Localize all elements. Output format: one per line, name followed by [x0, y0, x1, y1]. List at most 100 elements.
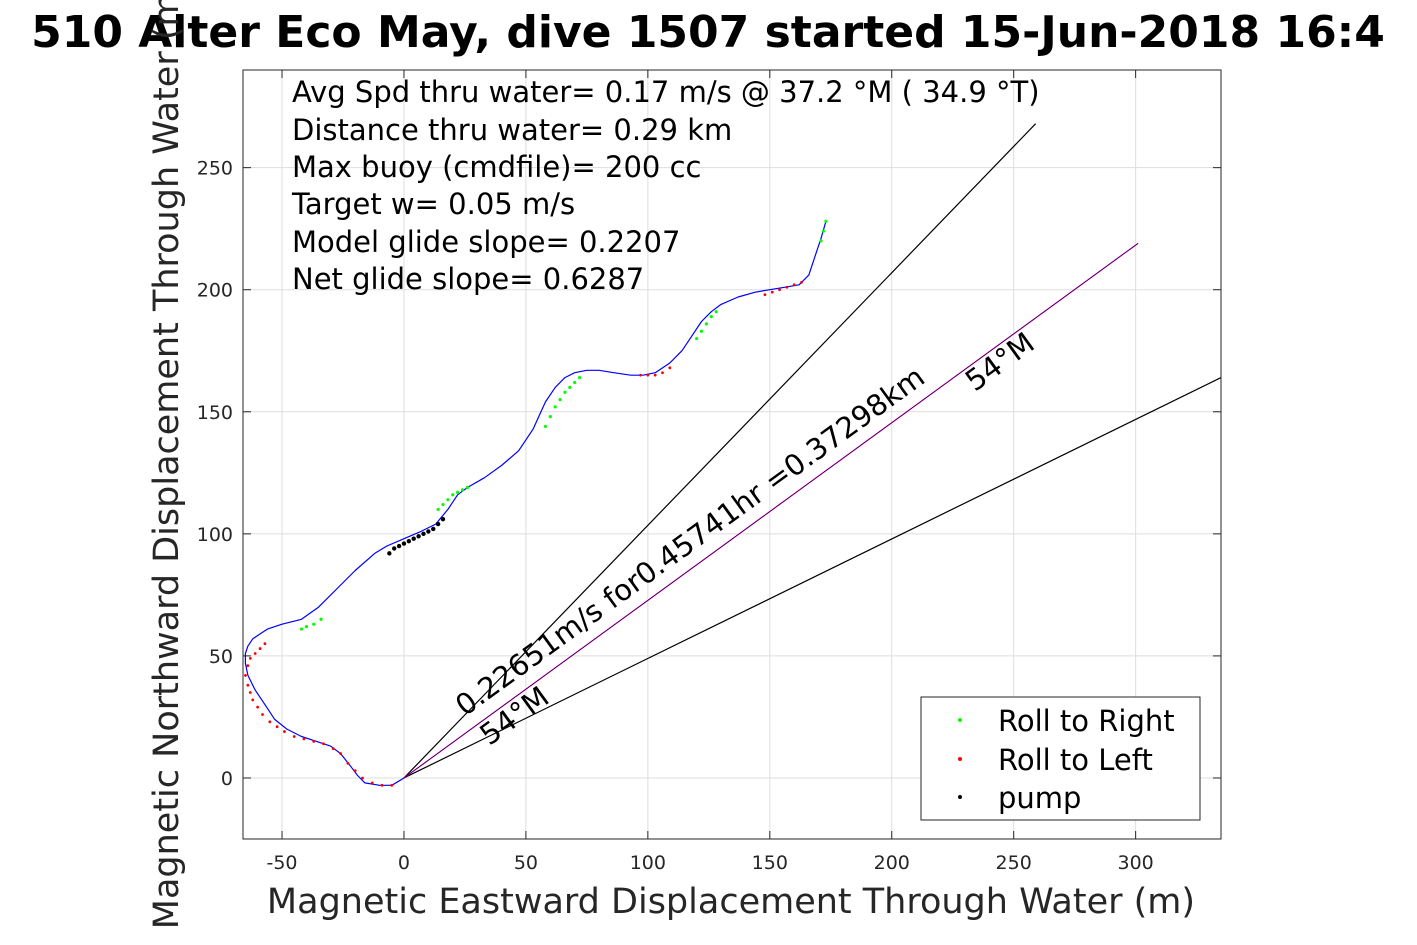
roll-left-point [244, 674, 247, 677]
roll-right-point [319, 617, 323, 621]
roll-left-point [661, 371, 664, 375]
roll-left-point [302, 737, 306, 741]
pump-point [421, 531, 426, 537]
x-tick-label: 200 [874, 852, 910, 874]
info-line-model-glide: Model glide slope= 0.2207 [292, 225, 680, 259]
legend-label-pump: pump [998, 781, 1081, 815]
roll-left-point [256, 705, 260, 709]
pump-point [406, 538, 412, 544]
roll-right-point [704, 322, 708, 326]
roll-right-point [456, 490, 460, 494]
roll-left-point [763, 293, 767, 296]
roll-right-point [543, 424, 548, 429]
pump-point [416, 534, 421, 539]
y-axis-label: Magnetic Northward Displacement Through … [147, 0, 187, 929]
roll-left-point [292, 735, 296, 738]
roll-left-point [246, 664, 250, 668]
roll-right-point [819, 239, 823, 243]
y-tick-label: 50 [209, 646, 233, 668]
roll-right-point [304, 625, 309, 629]
roll-left-point [312, 739, 316, 743]
roll-right-point [568, 385, 572, 389]
pump-point [392, 546, 397, 551]
roll-left-points [244, 280, 803, 787]
info-line-target-w: Target w= 0.05 m/s [291, 187, 575, 221]
roll-right-point [573, 380, 577, 385]
roll-left-point [646, 373, 650, 377]
y-tick-label: 150 [197, 402, 233, 424]
info-line-net-glide: Net glide slope= 0.6287 [292, 262, 644, 296]
legend-box [920, 696, 1201, 821]
roll-right-point [563, 390, 567, 394]
roll-right-point [577, 376, 582, 380]
roll-left-point [263, 642, 267, 646]
roll-left-point [785, 285, 789, 289]
roll-left-point [361, 776, 364, 780]
roll-right-point [451, 493, 455, 497]
y-tick-label: 100 [197, 524, 233, 546]
roll-left-point [668, 366, 672, 370]
roll-left-point [246, 683, 250, 687]
reference-line-1 [403, 123, 1037, 779]
roll-left-point [390, 783, 394, 787]
pump-point [426, 529, 431, 534]
roll-left-point [653, 373, 657, 377]
pump-point [387, 551, 392, 556]
roll-left-point [639, 373, 642, 377]
roll-right-point [695, 336, 699, 341]
roll-left-point [248, 656, 252, 660]
roll-left-point [770, 290, 774, 294]
track-line [244, 221, 827, 786]
chart-title: 510 Alter Eco May, dive 1507 started 15-… [31, 7, 1385, 58]
roll-right-point [558, 397, 562, 402]
roll-left-point [778, 288, 781, 292]
pump-point [435, 521, 441, 527]
x-tick-label: 100 [630, 852, 666, 874]
info-text: Avg Spd thru water= 0.17 m/s @ 37.2 °M (… [291, 75, 1040, 296]
legend-label-roll-right: Roll to Right [998, 704, 1175, 738]
y-tick-label: 250 [197, 158, 233, 180]
pump-point [401, 541, 407, 546]
legend-marker-pump [958, 795, 962, 799]
roll-left-point [275, 725, 279, 729]
roll-right-points [299, 219, 828, 631]
legend: Roll to Right Roll to Left pump [920, 696, 1201, 821]
reference-line-4 [403, 243, 1139, 779]
roll-left-point [322, 742, 325, 746]
y-ticks: 0 50 100 150 200 250 [197, 158, 1221, 790]
roll-left-point [800, 280, 803, 284]
pump-point [431, 526, 436, 532]
roll-right-point [312, 622, 316, 626]
x-tick-label: 250 [996, 852, 1032, 874]
roll-right-point [824, 219, 828, 223]
info-line-distance: Distance thru water= 0.29 km [292, 113, 732, 147]
roll-right-point [821, 229, 826, 233]
roll-right-point [299, 627, 304, 631]
roll-right-point [548, 415, 552, 419]
pump-points [387, 516, 446, 556]
roll-right-point [714, 310, 718, 314]
roll-left-point [261, 713, 264, 716]
info-line-avg-speed: Avg Spd thru water= 0.17 m/s @ 37.2 °M (… [292, 75, 1040, 109]
roll-left-point [792, 283, 796, 287]
roll-left-point [339, 752, 342, 755]
roll-left-point [346, 761, 350, 765]
roll-left-point [331, 747, 335, 751]
roll-right-point [709, 314, 713, 319]
roll-right-point [699, 329, 704, 333]
roll-left-point [253, 652, 257, 655]
roll-right-point [446, 498, 450, 502]
roll-left-point [283, 730, 286, 733]
axes-frame [242, 69, 1222, 840]
x-tick-label: 150 [752, 852, 788, 874]
roll-left-point [268, 720, 272, 724]
legend-label-roll-left: Roll to Left [998, 743, 1153, 777]
x-axis-label: Magnetic Eastward Displacement Through W… [267, 882, 1195, 922]
roll-right-point [436, 507, 440, 512]
x-tick-label: -50 [266, 852, 297, 874]
x-tick-label: 50 [514, 852, 538, 874]
x-tick-label: 0 [398, 852, 410, 874]
info-line-max-buoy: Max buoy (cmdfile)= 200 cc [292, 150, 701, 184]
roll-left-point [353, 769, 357, 773]
